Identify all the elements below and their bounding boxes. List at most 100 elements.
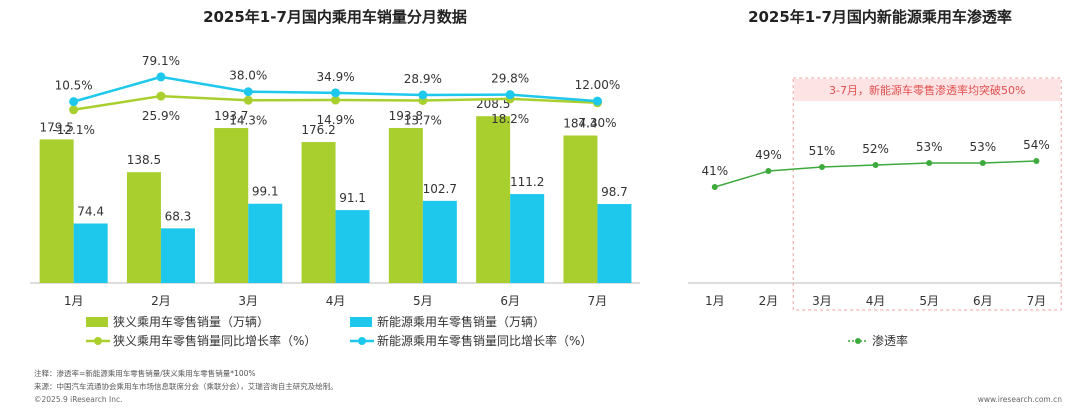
bar-green-label: 193.7 [214,109,248,123]
x-tick-label: 3月 [238,294,258,308]
legend-penetration: 渗透率 [848,332,908,349]
legend-blue-bar: 新能源乘用车零售销量（万辆） [350,313,545,330]
growth-label-green: -12.1% [52,123,94,137]
x-tick-label: 5月 [413,294,433,308]
x-tick-label: 5月 [919,294,939,308]
x-tick-label: 2月 [759,294,779,308]
legend-green-bar-swatch [86,316,108,327]
growth-point-green [331,95,341,105]
growth-label-green: 18.2% [491,112,529,126]
growth-label-blue: 29.8% [491,72,529,86]
bar-blue-label: 91.1 [339,191,366,205]
bar-blue [73,223,108,283]
growth-point-blue [331,88,341,98]
legend-blue-bar-swatch [350,316,372,327]
legend-blue-line-label: 新能源乘用车零售销量同比增长率（%） [377,334,593,348]
bar-green [301,142,336,283]
copyright-text: ©2025.9 iResearch Inc. [34,395,123,404]
annotation-text: 3-7月，新能源车零售渗透率均突破50% [829,83,1025,97]
growth-label-green: 25.9% [142,109,180,123]
growth-point-blue [505,90,515,100]
growth-point-blue [243,87,253,97]
bar-blue-label: 102.7 [423,182,457,196]
growth-label-blue: 34.9% [316,70,354,84]
bar-blue [510,194,545,283]
legend-green-line: 狭义乘用车零售销量同比增长率（%） [86,332,316,349]
bar-blue [248,203,283,283]
x-tick-label: 7月 [588,294,608,308]
x-tick-label: 4月 [866,294,886,308]
penetration-label: 41% [701,164,728,178]
penetration-point [1033,158,1040,164]
legend-penetration-swatch [848,337,868,344]
growth-point-blue [592,96,602,106]
growth-label-blue: 38.0% [229,69,267,83]
bar-green-label: 179.5 [39,120,73,134]
bar-green [563,135,598,283]
growth-label-green: 14.9% [316,113,354,127]
bar-blue-label: 74.4 [77,204,104,218]
growth-label-blue: 10.5% [55,79,93,93]
growth-point-green [243,95,253,105]
penetration-label: 49% [755,148,782,162]
bar-green [476,116,511,283]
annotation-banner [794,79,1061,101]
bar-green [126,172,161,283]
x-tick-label: 1月 [705,294,725,308]
growth-label-green: 13.7% [404,113,442,127]
legend-blue-line: 新能源乘用车零售销量同比增长率（%） [350,332,592,349]
x-tick-label: 6月 [973,294,993,308]
bar-blue [422,200,457,283]
bar-blue [160,228,195,283]
growth-label-blue: 12.00% [575,78,621,92]
bar-green [39,139,74,283]
growth-label-green: 7.30% [578,116,616,130]
penetration-label: 54% [1023,138,1050,152]
highlight-box [792,77,1062,311]
bar-green-label: 176.2 [301,123,335,137]
website-text: www.iresearch.com.cn [977,395,1062,404]
legend-blue-bar-label: 新能源乘用车零售销量（万辆） [377,315,546,329]
bar-green [388,127,423,284]
growth-label-blue: 79.1% [142,54,180,68]
penetration-label: 53% [916,140,943,154]
legend-penetration-label: 渗透率 [872,334,909,348]
penetration-point [872,162,879,168]
penetration-point [711,184,718,190]
bar-green-label: 208.5 [476,97,510,111]
chart-title-sales: 2025年1-7月国内乘用车销量分月数据 [203,8,467,26]
penetration-point [765,168,772,174]
legend-green-line-label: 狭义乘用车零售销量同比增长率（%） [113,334,317,348]
source-text: 来源：中国汽车流通协会乘用车市场信息联席分会（乘联分会），艾瑞咨询自主研究及绘制… [34,382,338,391]
growth-point-blue [156,72,166,82]
x-tick-label: 2月 [151,294,171,308]
bar-green-label: 138.5 [127,153,161,167]
growth-point-blue [418,90,428,100]
growth-point-green [156,91,166,101]
penetration-label: 53% [969,140,996,154]
legend-green-line-swatch [86,336,110,345]
growth-point-blue [69,97,79,107]
bar-blue-label: 111.2 [510,175,544,189]
legend-blue-line-swatch [350,336,374,345]
bar-blue-label: 68.3 [165,209,192,223]
x-tick-label: 1月 [64,294,84,308]
legend-green-bar-label: 狭义乘用车零售销量（万辆） [113,315,270,329]
growth-label-green: 14.3% [229,113,267,127]
x-tick-label: 6月 [500,294,520,308]
bar-green [214,128,249,283]
bar-green-label: 193.8 [389,109,423,123]
x-tick-label: 7月 [1027,294,1047,308]
penetration-label: 51% [809,144,836,158]
x-tick-label: 3月 [812,294,832,308]
penetration-point [926,160,933,166]
bar-blue-label: 98.7 [601,185,628,199]
growth-label-blue: 28.9% [404,72,442,86]
legend-green-bar: 狭义乘用车零售销量（万辆） [86,313,269,330]
x-tick-label: 4月 [326,294,346,308]
bar-blue-label: 99.1 [252,185,279,199]
note-text: 注释：渗透率=新能源乘用车零售销量/狭义乘用车零售销量*100% [34,369,256,378]
penetration-point [819,164,825,170]
penetration-label: 52% [862,142,889,156]
